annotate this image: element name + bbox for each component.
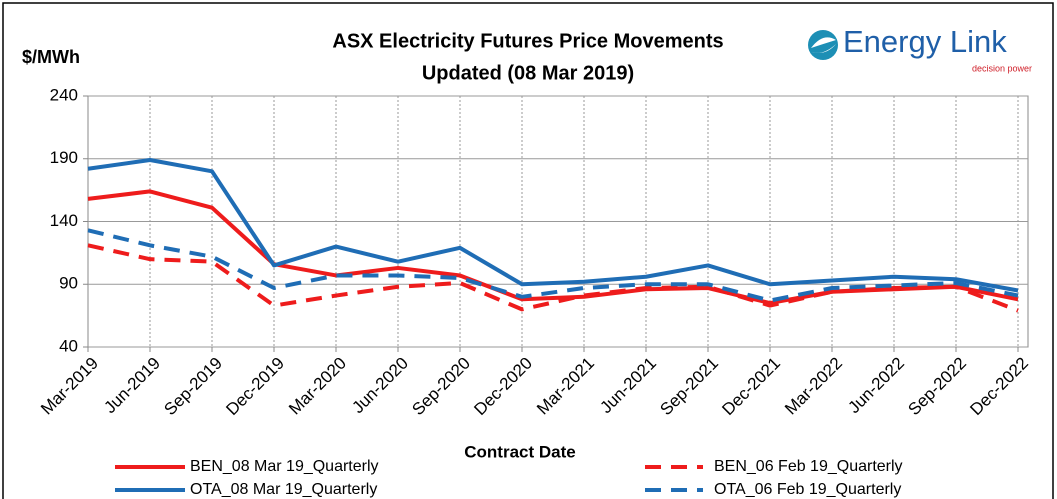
y-tick-label: 190: [50, 148, 78, 167]
legend-label: OTA_08 Mar 19_Quarterly: [190, 481, 377, 498]
x-tick-label: Mar-2020: [285, 354, 350, 419]
x-tick-label: Mar-2021: [533, 354, 598, 419]
logo-swoosh: [811, 44, 836, 53]
x-tick-label: Mar-2019: [37, 354, 102, 419]
y-axis-label: $/MWh: [22, 47, 80, 67]
y-tick-label: 90: [59, 274, 78, 293]
y-tick-label: 140: [50, 211, 78, 230]
x-tick-label: Sep-2019: [160, 354, 226, 420]
x-tick-label: Jun-2019: [100, 354, 164, 418]
x-axis-label: Contract Date: [464, 442, 575, 461]
x-tick-label: Sep-2022: [904, 354, 970, 420]
legend-label: BEN_06 Feb 19_Quarterly: [714, 458, 903, 475]
x-tick-label: Jun-2020: [348, 354, 412, 418]
y-tick-label: 240: [50, 85, 78, 104]
x-tick-label: Dec-2021: [718, 354, 784, 420]
logo-text: Energy Link: [843, 24, 1007, 59]
x-tick-label: Sep-2020: [408, 354, 474, 420]
logo: Energy Link decision power: [808, 24, 1032, 73]
x-tick-label: Dec-2022: [966, 354, 1032, 420]
x-tick-label: Jun-2022: [844, 354, 908, 418]
logo-swoosh: [811, 37, 836, 48]
logo-tagline: decision power: [972, 63, 1032, 73]
x-tick-label: Dec-2019: [222, 354, 288, 420]
series-line: [87, 158, 1019, 293]
chart-title: ASX Electricity Futures Price Movements: [332, 30, 723, 52]
x-tick-label: Jun-2021: [596, 354, 660, 418]
y-tick-label: 40: [59, 336, 78, 355]
series-line: [87, 243, 1019, 313]
series-line: [87, 228, 1019, 303]
x-tick-label: Sep-2021: [656, 354, 722, 420]
series-line: [87, 189, 1019, 306]
x-tick-label: Mar-2022: [781, 354, 846, 419]
chart-subtitle: Updated (08 Mar 2019): [422, 62, 634, 84]
legend-label: OTA_06 Feb 19_Quarterly: [714, 481, 901, 498]
logo-icon: [808, 30, 838, 60]
legend-label: BEN_08 Mar 19_Quarterly: [190, 458, 379, 475]
x-tick-label: Dec-2020: [470, 354, 536, 420]
